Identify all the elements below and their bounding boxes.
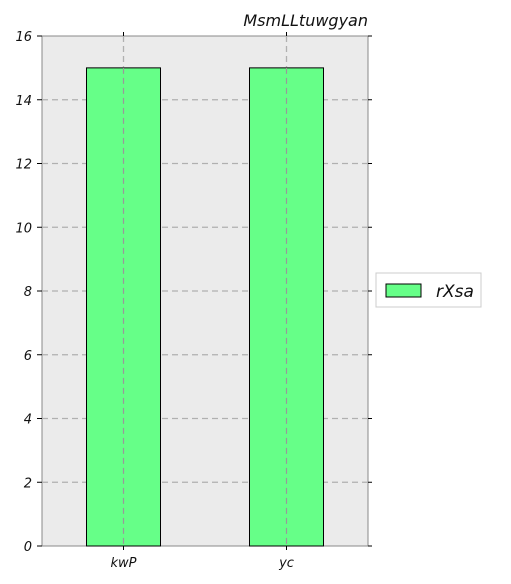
x-tick-label: yc <box>278 556 294 571</box>
x-tick-label: kwP <box>111 556 137 571</box>
y-tick-label: 16 <box>15 30 32 45</box>
y-tick-label: 6 <box>24 349 32 364</box>
y-tick-label: 0 <box>24 540 32 555</box>
y-tick-label: 4 <box>24 413 32 428</box>
y-tick-label: 10 <box>15 221 32 236</box>
y-tick-label: 12 <box>15 158 32 173</box>
y-tick-label: 8 <box>24 285 32 300</box>
y-tick-label: 14 <box>15 94 32 109</box>
legend: rXsa <box>376 273 481 307</box>
legend-swatch <box>386 284 421 297</box>
chart-title: MsmLLtuwgyan <box>243 11 368 30</box>
legend-label: rXsa <box>436 282 474 302</box>
y-tick-label: 2 <box>24 476 32 491</box>
